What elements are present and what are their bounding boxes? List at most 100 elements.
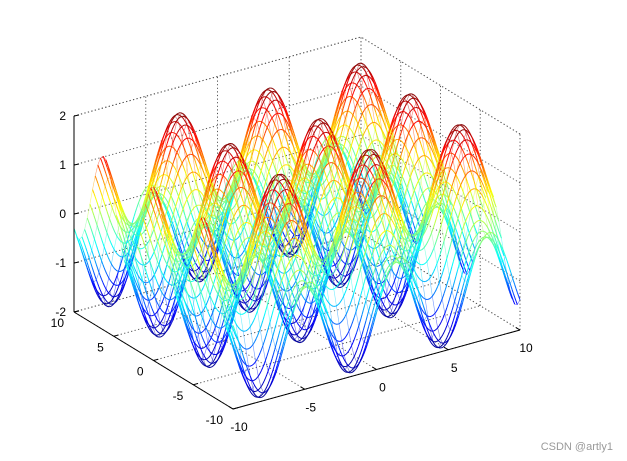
surface-segment	[178, 145, 181, 149]
surface-segment	[341, 93, 344, 97]
surface-segment	[178, 116, 181, 119]
surface-segment	[187, 119, 190, 122]
surface-segment	[203, 183, 206, 188]
surface-segment	[119, 226, 123, 231]
surface-segment	[190, 209, 193, 213]
surface-segment	[267, 196, 270, 202]
surface-segment	[84, 259, 87, 264]
surface-segment	[250, 168, 252, 170]
surface-segment	[380, 146, 383, 151]
surface-segment	[359, 65, 362, 67]
surface-segment	[278, 96, 282, 100]
surface-segment	[336, 127, 339, 133]
surface-segment	[346, 155, 350, 161]
surface-segment	[106, 232, 109, 237]
surface-segment	[187, 125, 190, 128]
surface-segment	[106, 167, 109, 172]
surface-segment	[201, 153, 205, 159]
surface-segment	[261, 161, 265, 167]
surface-segment	[123, 267, 126, 270]
surface-segment	[306, 195, 309, 201]
surface-segment	[258, 175, 261, 181]
surface-segment	[374, 92, 377, 96]
surface-segment	[274, 108, 278, 112]
surface-segment	[115, 204, 119, 209]
surface-segment	[271, 160, 274, 164]
surface-segment	[157, 150, 160, 156]
surface-segment	[248, 141, 251, 144]
surface-segment	[120, 270, 123, 272]
surface-segment	[97, 227, 100, 232]
surface-segment	[196, 141, 199, 146]
surface-segment	[354, 136, 357, 140]
surface-segment	[119, 293, 122, 297]
surface-segment	[158, 153, 162, 159]
surface-segment	[184, 121, 188, 125]
surface-segment	[86, 236, 89, 241]
surface-segment	[371, 99, 374, 105]
surface-segment	[89, 203, 92, 208]
surface-segment	[250, 306, 253, 309]
surface-segment	[171, 226, 174, 231]
surface-segment	[248, 141, 252, 147]
surface-segment	[315, 232, 318, 236]
surface-segment	[347, 160, 350, 164]
surface-segment	[337, 140, 340, 146]
surface-segment	[204, 276, 207, 279]
surface-segment	[92, 189, 95, 194]
surface-segment	[289, 121, 292, 126]
surface-segment	[343, 277, 346, 281]
surface-segment	[203, 254, 207, 259]
surface-segment	[249, 168, 252, 173]
surface-segment	[269, 153, 272, 158]
surface-segment	[363, 96, 366, 101]
surface-segment	[177, 220, 180, 226]
surface-segment	[242, 250, 245, 253]
surface-segment	[181, 184, 184, 189]
surface-segment	[169, 295, 172, 300]
surface-segment	[194, 155, 197, 158]
surface-segment	[204, 167, 207, 172]
surface-segment	[250, 295, 253, 298]
surface-segment	[342, 103, 346, 109]
surface-segment	[118, 204, 121, 209]
surface-segment	[369, 76, 372, 79]
surface-segment	[350, 70, 353, 74]
surface-segment	[289, 134, 292, 139]
surface-segment	[238, 178, 241, 183]
surface-segment	[165, 183, 168, 189]
surface-segment	[236, 237, 238, 240]
surface-segment	[157, 236, 160, 242]
surface-segment	[315, 177, 318, 182]
surface-segment	[295, 249, 298, 253]
surface-segment	[341, 143, 344, 146]
surface-segment	[348, 154, 352, 159]
surface-segment	[344, 111, 346, 113]
surface-segment	[170, 217, 173, 223]
surface-segment	[231, 185, 235, 189]
surface-segment	[337, 139, 340, 143]
surface-segment	[106, 293, 109, 296]
surface-segment	[356, 142, 360, 147]
surface-segment	[295, 140, 299, 146]
surface-segment	[165, 132, 168, 137]
surface-segment	[147, 240, 150, 244]
surface-segment	[382, 118, 385, 123]
surface-segment	[363, 89, 366, 92]
surface-segment	[165, 143, 168, 149]
surface-segment	[237, 216, 240, 219]
surface-segment	[128, 257, 131, 262]
surface-segment	[146, 185, 149, 188]
surface-segment	[114, 250, 117, 253]
surface-segment	[95, 289, 99, 293]
surface-segment	[335, 220, 338, 224]
surface-segment	[287, 130, 291, 135]
surface-segment	[127, 224, 130, 228]
surface-segment	[183, 244, 187, 249]
surface-segment	[86, 217, 90, 222]
surface-segment	[290, 230, 293, 233]
surface-segment	[103, 159, 107, 164]
surface-segment	[181, 161, 184, 165]
surface-segment	[263, 90, 266, 93]
surface-segment	[155, 329, 158, 332]
